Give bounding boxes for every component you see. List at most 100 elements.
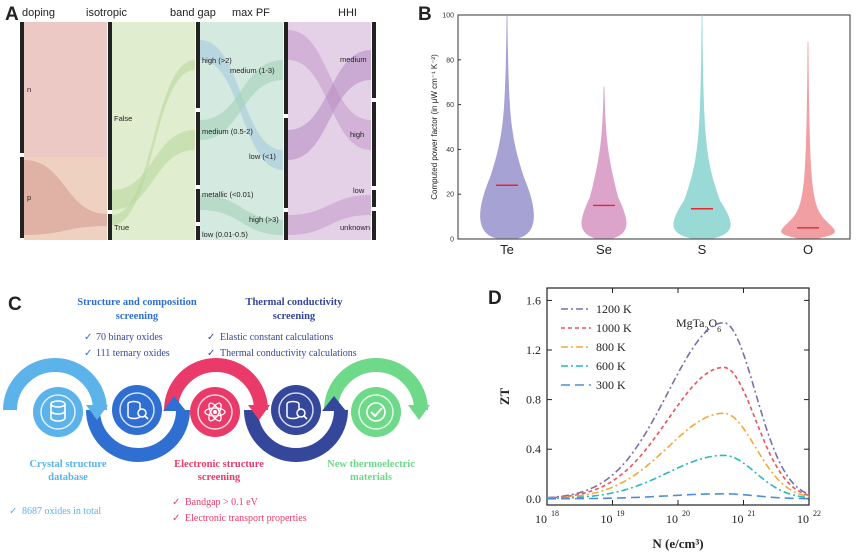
violin-category-label: S <box>698 242 707 257</box>
structure-item: 70 binary oxides <box>96 332 163 343</box>
zt-legend-label: 1200 K <box>596 302 632 316</box>
zt-legend-label: 300 K <box>596 378 626 392</box>
sankey-node-label: medium <box>340 55 367 64</box>
workflow-arrowhead <box>322 396 346 411</box>
sankey-node <box>108 214 112 240</box>
zt-x-tick-label: 10 <box>535 512 547 526</box>
zt-legend-label: 600 K <box>596 359 626 373</box>
sankey-flow <box>288 50 371 160</box>
sankey-node <box>196 189 200 222</box>
workflow-arrowhead <box>248 405 270 420</box>
workflow-arc <box>164 358 268 411</box>
check-icon: ✓ <box>207 332 215 343</box>
workflow-arrowhead <box>408 405 430 420</box>
zt-legend-label: 1000 K <box>596 321 632 335</box>
violin-category-label: Se <box>596 242 612 257</box>
magnifier-icon <box>137 408 147 418</box>
sankey-chart: doping isotropic band gap max PF HHI n p False T… <box>20 7 376 240</box>
sankey-column-header: doping <box>22 7 55 19</box>
zt-series-line <box>546 366 810 499</box>
violin-y-tick-label: 40 <box>446 147 454 154</box>
sankey-node-label: True <box>114 223 129 232</box>
violin-s <box>673 14 731 239</box>
workflow-arrowhead <box>163 396 186 411</box>
sankey-column-header: HHI <box>338 7 357 19</box>
zt-x-tick-label: 10 <box>601 512 613 526</box>
violin-y-tick-label: 60 <box>446 102 454 109</box>
magnifier-icon <box>296 408 306 418</box>
zt-series-line <box>547 454 810 500</box>
zt-x-tick-exponent: 19 <box>617 509 625 518</box>
sankey-node-label: medium (0.5-2) <box>202 127 253 136</box>
zt-x-tick-label: 10 <box>797 512 809 526</box>
check-icon: ✓ <box>9 506 17 517</box>
zt-x-tick-exponent: 21 <box>748 509 756 518</box>
check-icon: ✓ <box>172 497 180 508</box>
sankey-node-label: high (>2) <box>202 56 232 65</box>
thermal-item: Elastic constant calculations <box>220 332 333 343</box>
crystal-database-label-line: database <box>48 472 88 483</box>
violin-y-tick-label: 0 <box>450 237 454 244</box>
sankey-node <box>372 190 376 207</box>
magnifier-icon-handle <box>303 415 308 420</box>
thermal-screening-title-line: screening <box>273 311 316 322</box>
checkmark-icon-circle <box>366 402 386 422</box>
violin-y-axis-label: Computed power factor (in μW cm⁻¹ K⁻²) <box>430 54 439 200</box>
sankey-flow <box>288 195 371 235</box>
zt-series-line <box>547 412 810 499</box>
zt-series-line <box>547 493 810 500</box>
zt-x-tick-label: 10 <box>732 512 744 526</box>
zt-y-tick-label: 1.2 <box>526 343 541 357</box>
check-icon: ✓ <box>207 348 215 359</box>
sankey-node <box>284 22 288 114</box>
check-icon: ✓ <box>84 332 92 343</box>
check-icon: ✓ <box>84 348 92 359</box>
sankey-flow <box>200 60 283 140</box>
structure-screening-title-line: Structure and composition <box>77 297 197 308</box>
sankey-node-label: medium (1-3) <box>230 66 275 75</box>
sankey-node <box>196 22 200 108</box>
zt-series-line <box>546 321 810 499</box>
panel-label-d: D <box>488 288 502 309</box>
panel-label-a: A <box>5 4 19 25</box>
electronic-screening-label-line: screening <box>198 472 241 483</box>
sankey-flow <box>200 195 283 235</box>
zt-x-tick-exponent: 18 <box>551 509 559 518</box>
electronic-screening-label-line: Electronic structure <box>174 459 264 470</box>
violin-se <box>581 86 627 239</box>
workflow-arrowhead <box>86 405 108 420</box>
atom-orbit <box>204 407 226 417</box>
panel-label-b: B <box>418 4 432 25</box>
sankey-node <box>372 102 376 186</box>
sankey-flow <box>24 160 107 235</box>
crystal-database-note: 8687 oxides in total <box>22 506 101 517</box>
workflow-arc <box>86 409 190 462</box>
new-materials-label: New thermoelectric materials <box>327 459 415 483</box>
checkmark-icon-ring <box>358 394 394 430</box>
structure-screening-title: Structure and composition screening <box>77 297 197 322</box>
zt-x-tick-exponent: 22 <box>813 509 821 518</box>
sankey-column-header: isotropic <box>86 7 127 19</box>
zt-x-axis-label: N (e/cm³) <box>652 536 703 551</box>
sankey-node-label: False <box>114 114 132 123</box>
sankey-flow <box>112 130 195 210</box>
sankey-node <box>372 22 376 98</box>
zt-legend-label: 800 K <box>596 340 626 354</box>
structure-screening-title-line: screening <box>116 311 159 322</box>
zt-y-axis-label: ZT <box>497 388 512 406</box>
workflow-arc <box>324 358 428 411</box>
sankey-node <box>20 22 24 153</box>
sankey-node-label: low (<1) <box>249 152 276 161</box>
sankey-node-label: high <box>350 130 364 139</box>
magnifier-icon-handle <box>144 415 149 420</box>
thermal-screening-title-line: Thermal conductivity <box>245 297 343 308</box>
workflow-arc <box>3 358 107 411</box>
atom-nucleus <box>213 410 217 414</box>
sankey-node-label: low (0.01-0.5) <box>202 230 248 239</box>
electronic-item: Bandgap > 0.1 eV <box>185 497 259 508</box>
sankey-flow <box>112 60 195 225</box>
zt-chart: 0.0 0.4 0.8 1.2 1.6 10 18 10 19 10 20 10 21 10 22 N (e/… <box>497 287 821 551</box>
violin-y-tick-label: 20 <box>446 192 454 199</box>
sankey-node-label: high (>3) <box>249 215 279 224</box>
